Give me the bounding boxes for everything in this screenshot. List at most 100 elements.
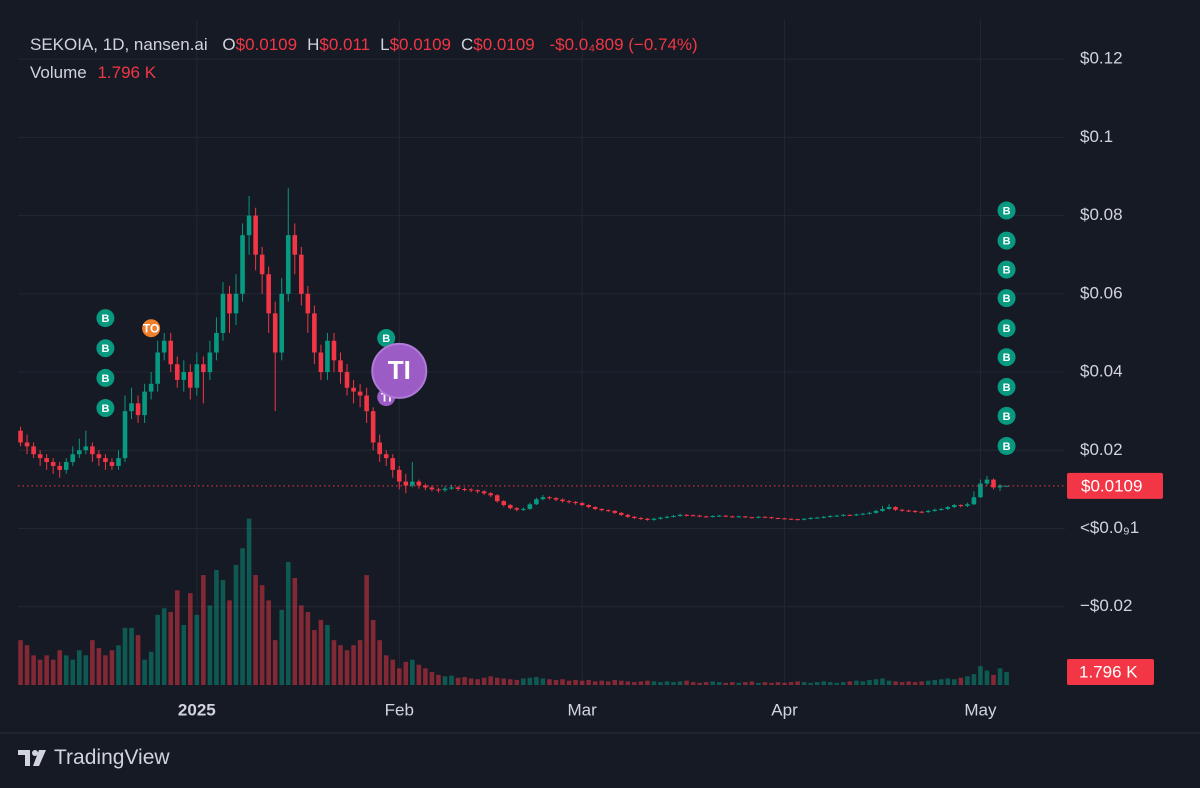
- candle-body: [344, 372, 350, 388]
- candle-body: [31, 446, 36, 455]
- volume-bar: [318, 619, 324, 685]
- candle-body: [305, 293, 311, 314]
- volume-bar: [834, 682, 840, 685]
- marker-label: B: [101, 403, 109, 415]
- volume-bar: [788, 682, 794, 685]
- marker-label: TI: [381, 390, 392, 404]
- candle-body: [142, 391, 147, 416]
- candle-body: [318, 352, 324, 373]
- marker-circle: [96, 399, 115, 418]
- candle-body: [50, 462, 56, 466]
- candle-body: [645, 518, 650, 520]
- brand-logo[interactable]: TradingView: [18, 745, 170, 771]
- candle-body: [945, 507, 951, 509]
- y-tick-label: <$0.0₉1: [1080, 518, 1139, 537]
- candle-body: [827, 516, 833, 518]
- candle-body: [912, 510, 918, 512]
- volume-bar: [651, 681, 657, 685]
- volume-bar: [991, 674, 996, 685]
- candle-body: [965, 504, 970, 506]
- volume-bar: [664, 681, 670, 685]
- volume-bar: [396, 668, 402, 685]
- volume-bar: [201, 575, 206, 685]
- volume-bar: [18, 640, 23, 685]
- candle-body: [599, 508, 604, 511]
- candle-body: [958, 505, 964, 507]
- volume-bar: [155, 614, 160, 685]
- trade-marker: B: [96, 399, 115, 418]
- candle-body: [899, 509, 905, 511]
- volume-bar: [769, 682, 774, 685]
- candle-body: [925, 510, 931, 513]
- candle-body: [769, 517, 774, 519]
- volume-bar: [90, 640, 95, 685]
- trade-marker: B: [997, 201, 1016, 220]
- volume-bar: [710, 681, 716, 685]
- trade-marker: B: [377, 329, 396, 348]
- candle-body: [880, 508, 885, 511]
- candle-body: [507, 505, 513, 509]
- volume-bar: [207, 605, 213, 685]
- volume-bar: [827, 682, 833, 685]
- candle-body: [462, 489, 467, 491]
- marker-label: B: [1003, 352, 1011, 364]
- candle-body: [90, 446, 95, 455]
- candle-body: [527, 504, 533, 509]
- candle-body: [632, 516, 637, 518]
- volume-bar: [821, 681, 827, 685]
- candle-body: [449, 487, 454, 489]
- volume-bar: [423, 668, 428, 685]
- volume-bar: [521, 678, 526, 685]
- marker-label: B: [1003, 323, 1011, 335]
- volume-bar: [272, 640, 278, 685]
- volume-bar: [599, 680, 604, 685]
- x-tick-label: Apr: [771, 700, 798, 719]
- volume-bar: [24, 645, 30, 685]
- ohlc-value: $0.0109: [389, 35, 452, 54]
- candle-body: [24, 442, 30, 447]
- volume-bar: [331, 640, 337, 685]
- volume-bar: [494, 677, 500, 685]
- candle-body: [664, 516, 670, 518]
- candle-body: [312, 313, 317, 353]
- candle-body: [285, 235, 291, 294]
- volume-bar: [442, 676, 448, 685]
- volume-bar: [573, 679, 578, 685]
- volume-bar: [534, 677, 539, 685]
- volume-bar: [410, 659, 415, 685]
- candle-body: [77, 450, 82, 455]
- marker-circle: [997, 231, 1016, 250]
- volume-bar: [743, 682, 748, 685]
- y-tick-label: $0.04: [1080, 362, 1123, 381]
- volume-bar: [57, 650, 63, 685]
- candle-body: [481, 491, 487, 494]
- volume-bar: [671, 682, 676, 685]
- ohlc-key: C: [461, 35, 474, 54]
- volume-bar: [305, 611, 311, 685]
- candle-body: [730, 516, 735, 518]
- volume-bar: [77, 650, 82, 685]
- ohlc-value: $0.0109: [235, 35, 298, 54]
- volume-bar: [808, 682, 813, 685]
- volume-bar: [945, 678, 951, 685]
- volume-bar: [749, 681, 755, 685]
- volume-bar: [958, 677, 964, 685]
- volume-bar: [632, 682, 637, 685]
- marker-circle: [142, 319, 161, 338]
- volume-bar: [782, 682, 787, 685]
- candle-body: [364, 395, 369, 412]
- volume-bar: [122, 627, 128, 685]
- volume-bar: [233, 564, 239, 685]
- volume-bar: [135, 635, 141, 685]
- candle-body: [488, 493, 493, 496]
- symbol: SEKOIA, 1D, nansen.ai: [30, 35, 208, 54]
- volume-bar: [899, 682, 905, 685]
- candle-body: [677, 514, 683, 517]
- candle-body: [841, 514, 846, 516]
- candle-body: [723, 515, 729, 517]
- volume-bar: [129, 627, 134, 685]
- volume-bar: [867, 679, 872, 685]
- candle-body: [984, 479, 990, 484]
- marker-circle: [96, 368, 115, 387]
- ohlc-key: H: [307, 35, 320, 54]
